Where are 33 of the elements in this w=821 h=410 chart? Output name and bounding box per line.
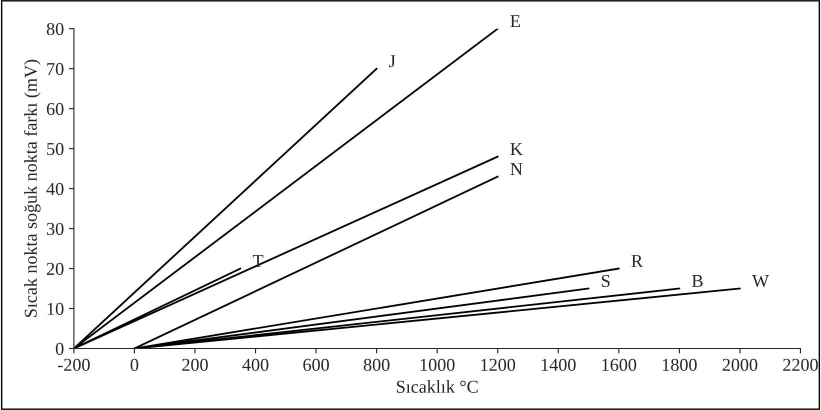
y-tick-label: 10	[48, 302, 64, 315]
series-label: T	[252, 255, 264, 267]
x-tick-label: 1200	[481, 358, 516, 371]
x-tick-label: 400	[242, 358, 268, 371]
y-tick-label: 60	[46, 102, 64, 116]
series-label: N	[510, 163, 522, 175]
y-tick-label: 80	[46, 22, 64, 36]
series-label: E	[510, 15, 520, 28]
y-tick-label: 40	[46, 182, 64, 196]
x-tick-label: 0	[130, 358, 138, 371]
x-tick-label: 1400	[542, 358, 576, 371]
y-tick-label: 30	[46, 222, 64, 236]
series-label: R	[631, 255, 643, 267]
x-tick-label: 1800	[662, 358, 697, 371]
x-tick-label: 1000	[420, 358, 455, 371]
series-label: S	[602, 274, 610, 288]
x-tick-label: 200	[182, 358, 208, 371]
y-tick-label: 20	[46, 262, 64, 275]
y-tick-label: 0	[56, 342, 64, 355]
series-label: B	[692, 275, 703, 287]
x-tick-label: 600	[303, 358, 329, 371]
y-axis-title: Sıcak nokta soğuk nokta farkı (mV)	[24, 60, 41, 318]
series-label: K	[510, 143, 523, 155]
y-tick-label: 70	[47, 62, 64, 76]
x-tick-label: 2000	[722, 358, 758, 371]
x-tick-label: 2200	[783, 358, 818, 371]
x-tick-label: -200	[58, 358, 90, 371]
x-tick-label: 800	[364, 358, 390, 371]
series-label: W	[752, 275, 770, 288]
series-label: J	[389, 55, 396, 68]
x-axis-title: Sıcaklık °C	[396, 380, 478, 393]
x-tick-label: 1600	[602, 358, 636, 371]
y-tick-label: 50	[47, 142, 64, 156]
